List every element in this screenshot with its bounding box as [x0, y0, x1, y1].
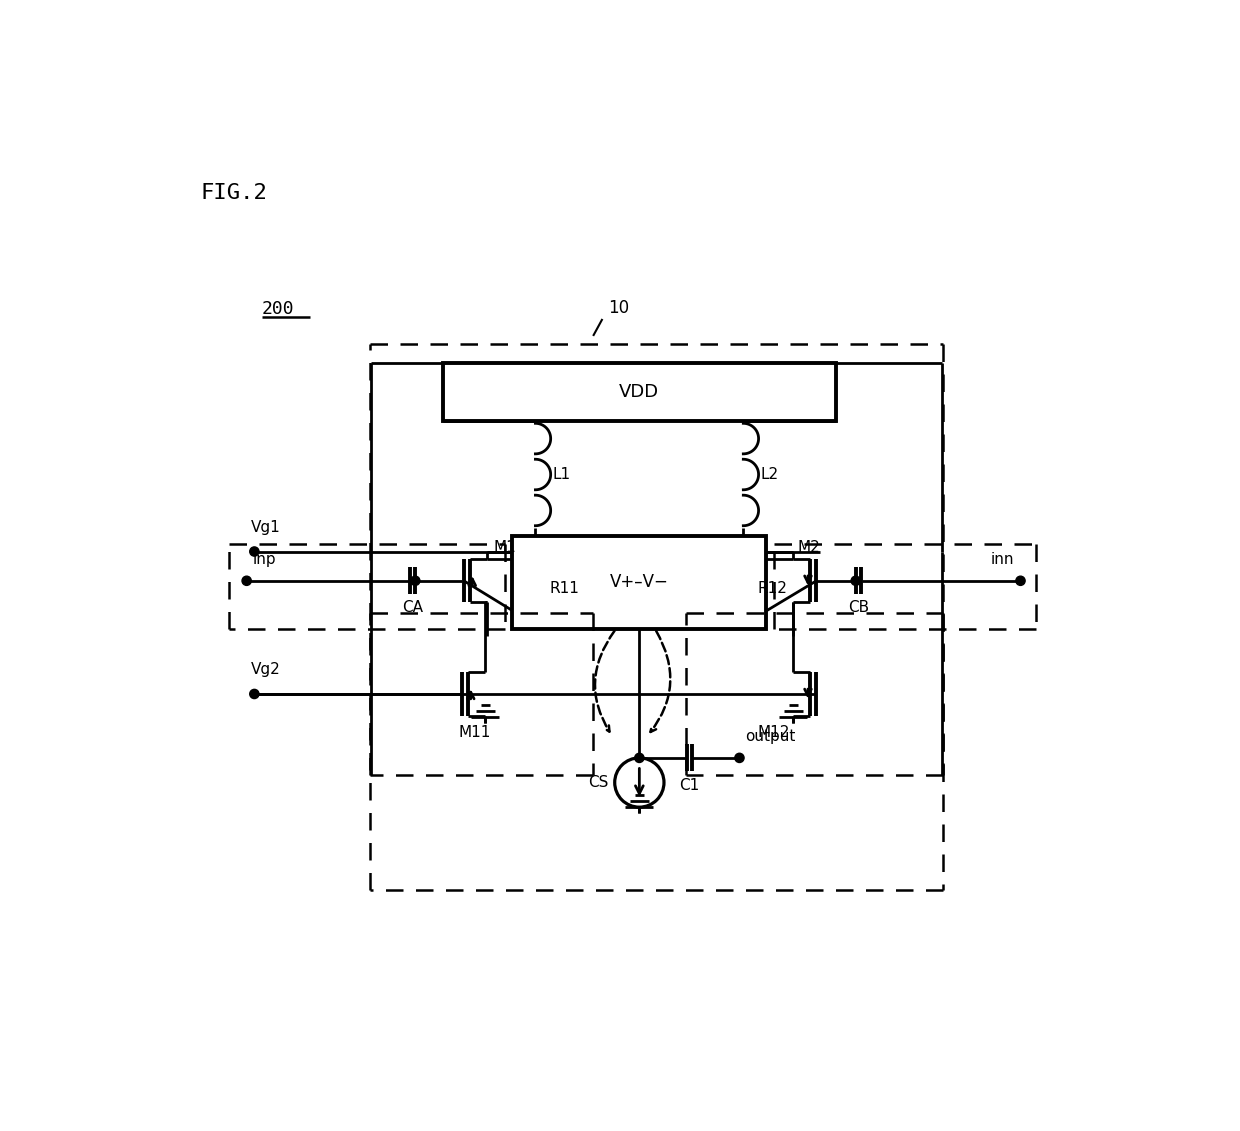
Text: C1: C1 — [680, 777, 699, 793]
Text: VDD: VDD — [619, 382, 660, 400]
Text: 200: 200 — [262, 300, 295, 318]
Text: inn: inn — [991, 552, 1014, 567]
Text: CA: CA — [402, 601, 423, 615]
Text: FIG.2: FIG.2 — [201, 183, 268, 204]
Text: M2: M2 — [797, 541, 820, 555]
Text: 10: 10 — [609, 299, 630, 317]
Text: CB: CB — [848, 601, 869, 615]
Bar — [512, 536, 766, 629]
Circle shape — [249, 690, 259, 699]
Text: Vg2: Vg2 — [250, 662, 280, 677]
Text: R12: R12 — [758, 580, 787, 596]
Circle shape — [635, 753, 644, 762]
Circle shape — [1016, 576, 1025, 586]
Circle shape — [249, 547, 259, 556]
Circle shape — [851, 576, 861, 586]
Text: output: output — [745, 729, 796, 744]
Text: V+–V−: V+–V− — [610, 573, 668, 592]
Text: L1: L1 — [552, 467, 570, 482]
Text: M1: M1 — [494, 541, 516, 555]
Circle shape — [242, 576, 252, 586]
Circle shape — [735, 753, 744, 762]
Circle shape — [410, 576, 420, 586]
Text: CS: CS — [588, 775, 609, 791]
Text: R11: R11 — [549, 580, 579, 596]
Bar — [443, 363, 836, 421]
Text: L2: L2 — [760, 467, 779, 482]
Text: Vg1: Vg1 — [250, 519, 280, 535]
Text: inp: inp — [253, 552, 277, 567]
Text: M11: M11 — [459, 725, 491, 740]
Text: M12: M12 — [758, 725, 790, 740]
